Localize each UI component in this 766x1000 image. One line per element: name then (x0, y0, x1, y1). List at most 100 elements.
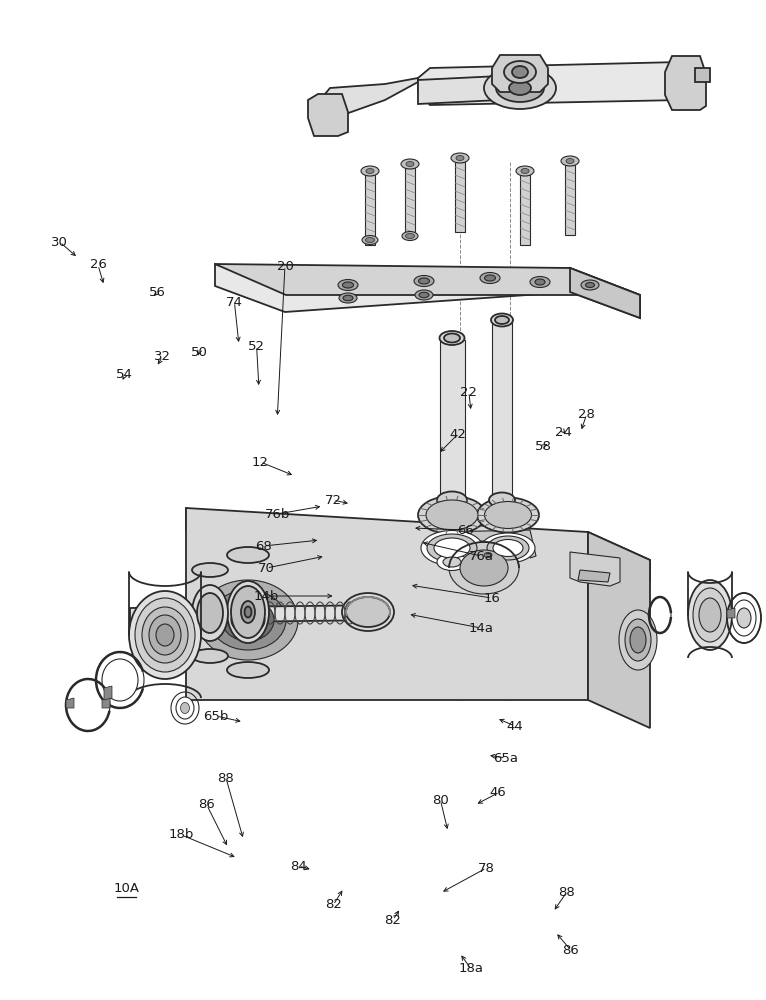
Ellipse shape (456, 155, 464, 160)
Ellipse shape (241, 601, 255, 623)
Polygon shape (695, 68, 710, 82)
Ellipse shape (227, 662, 269, 678)
Polygon shape (104, 686, 112, 700)
Ellipse shape (732, 600, 756, 636)
Ellipse shape (485, 502, 532, 528)
Polygon shape (215, 264, 640, 295)
Ellipse shape (491, 314, 513, 326)
Text: 52: 52 (248, 340, 265, 353)
Polygon shape (365, 175, 375, 245)
Ellipse shape (418, 496, 486, 534)
Ellipse shape (496, 74, 544, 102)
Ellipse shape (737, 608, 751, 628)
Text: 68: 68 (255, 540, 272, 552)
Ellipse shape (192, 563, 228, 577)
Ellipse shape (512, 66, 528, 78)
Ellipse shape (231, 586, 265, 638)
Polygon shape (492, 55, 548, 92)
Text: 24: 24 (555, 426, 572, 438)
Text: 56: 56 (149, 286, 166, 298)
Text: 14a: 14a (469, 621, 493, 635)
Text: 14b: 14b (254, 589, 280, 602)
Text: 32: 32 (154, 351, 171, 363)
Ellipse shape (343, 295, 353, 301)
Ellipse shape (415, 290, 433, 300)
Polygon shape (405, 168, 415, 238)
Text: 84: 84 (290, 859, 307, 872)
Text: 20: 20 (277, 259, 293, 272)
Ellipse shape (222, 599, 274, 641)
Ellipse shape (437, 491, 467, 508)
Ellipse shape (477, 497, 539, 532)
Ellipse shape (460, 550, 508, 586)
Ellipse shape (342, 593, 394, 631)
Polygon shape (520, 175, 530, 245)
Ellipse shape (427, 534, 477, 562)
Ellipse shape (362, 235, 378, 244)
Polygon shape (565, 165, 575, 235)
Text: 88: 88 (218, 772, 234, 784)
Ellipse shape (581, 280, 599, 290)
Ellipse shape (440, 331, 464, 345)
Ellipse shape (231, 606, 265, 634)
Text: 86: 86 (562, 944, 579, 956)
Ellipse shape (504, 61, 536, 83)
Text: 30: 30 (51, 235, 68, 248)
Text: 66: 66 (457, 524, 474, 536)
Ellipse shape (197, 593, 223, 633)
Ellipse shape (451, 153, 469, 163)
Polygon shape (66, 698, 74, 708)
Text: 44: 44 (506, 720, 523, 732)
Ellipse shape (244, 606, 251, 617)
Ellipse shape (192, 649, 228, 663)
Text: 10A: 10A (113, 882, 139, 894)
Text: 16: 16 (483, 591, 500, 604)
Ellipse shape (480, 272, 500, 284)
Text: 74: 74 (226, 296, 243, 308)
Polygon shape (186, 508, 588, 700)
Ellipse shape (401, 159, 419, 169)
Ellipse shape (521, 168, 529, 174)
Text: 28: 28 (578, 408, 595, 420)
Ellipse shape (361, 166, 379, 176)
Ellipse shape (485, 275, 496, 281)
Ellipse shape (346, 597, 390, 627)
Ellipse shape (566, 158, 574, 163)
Ellipse shape (484, 552, 492, 558)
Ellipse shape (102, 659, 138, 701)
Ellipse shape (338, 279, 358, 290)
Ellipse shape (156, 624, 174, 646)
Text: 88: 88 (558, 886, 575, 898)
Ellipse shape (181, 702, 189, 714)
Ellipse shape (495, 316, 509, 324)
Ellipse shape (530, 276, 550, 288)
Polygon shape (308, 94, 348, 136)
Polygon shape (418, 76, 500, 104)
Text: 50: 50 (191, 346, 208, 359)
Polygon shape (492, 322, 512, 500)
Text: 82: 82 (325, 898, 342, 912)
Ellipse shape (487, 536, 529, 560)
Ellipse shape (630, 627, 646, 653)
Ellipse shape (426, 500, 478, 530)
Polygon shape (320, 78, 418, 116)
Polygon shape (455, 162, 465, 232)
Text: 80: 80 (432, 794, 449, 806)
Ellipse shape (419, 292, 429, 298)
Text: 65b: 65b (203, 710, 229, 722)
Ellipse shape (418, 278, 430, 284)
Ellipse shape (693, 588, 727, 642)
Ellipse shape (699, 598, 721, 632)
Ellipse shape (449, 542, 519, 594)
Ellipse shape (516, 166, 534, 176)
Ellipse shape (484, 67, 556, 109)
Polygon shape (418, 62, 692, 105)
Ellipse shape (585, 282, 594, 288)
Ellipse shape (414, 275, 434, 286)
Polygon shape (578, 570, 610, 582)
Text: 86: 86 (198, 798, 215, 812)
Ellipse shape (619, 610, 657, 670)
Ellipse shape (561, 156, 579, 166)
Text: 46: 46 (489, 786, 506, 800)
Polygon shape (727, 608, 735, 618)
